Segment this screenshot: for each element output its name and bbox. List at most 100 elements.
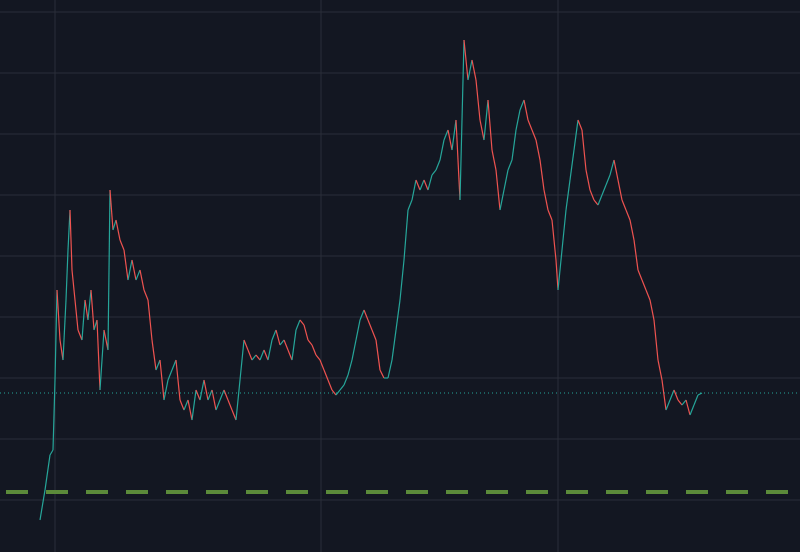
price-segment xyxy=(115,219,121,241)
price-segment xyxy=(59,339,64,361)
price-segment xyxy=(219,389,225,401)
price-segment xyxy=(419,179,425,191)
price-segment xyxy=(519,99,525,111)
price-segment xyxy=(71,269,76,301)
price-segment xyxy=(367,319,373,331)
price-segment xyxy=(495,169,501,211)
price-segment xyxy=(183,399,189,411)
price-segment xyxy=(411,179,417,201)
price-segment xyxy=(315,354,321,361)
price-segment xyxy=(605,174,611,186)
price-segment xyxy=(479,119,485,141)
price-segment xyxy=(653,319,659,361)
price-segment xyxy=(665,399,671,411)
price-segment xyxy=(151,339,157,371)
price-segment xyxy=(171,359,177,371)
price-segment xyxy=(81,299,86,341)
price-segment xyxy=(103,329,109,351)
price-segment xyxy=(395,299,401,331)
price-segment xyxy=(56,289,61,341)
price-segment xyxy=(661,379,667,411)
price-segment xyxy=(451,119,457,151)
price-segment xyxy=(617,179,623,201)
price-segment xyxy=(251,354,257,361)
price-segment xyxy=(187,399,193,421)
price-segment xyxy=(179,399,185,411)
price-segment xyxy=(299,319,305,326)
price-segment xyxy=(203,379,209,401)
price-segment xyxy=(391,329,397,361)
price-segment xyxy=(685,399,691,416)
price-segment xyxy=(613,159,619,181)
price-segment xyxy=(491,149,497,171)
price-segment xyxy=(447,129,453,151)
price-segment xyxy=(483,99,489,141)
price-segment xyxy=(74,299,79,331)
price-segment xyxy=(427,174,433,191)
price-segment xyxy=(515,109,521,131)
price-segment xyxy=(535,139,541,161)
price-segment xyxy=(573,119,579,151)
price-segment xyxy=(435,159,441,171)
price-segment xyxy=(90,289,95,331)
price-segment xyxy=(231,409,237,421)
price-segment xyxy=(471,59,477,81)
price-segment xyxy=(303,324,309,341)
price-segment xyxy=(119,239,125,251)
price-segment xyxy=(673,389,679,401)
price-segment xyxy=(112,219,117,231)
price-segment xyxy=(235,379,241,421)
price-segment xyxy=(239,339,245,381)
price-segment xyxy=(557,249,563,291)
price-segment xyxy=(387,359,393,379)
price-segment xyxy=(65,249,69,301)
price-segment xyxy=(135,269,141,281)
price-segment xyxy=(96,319,101,391)
price-segment xyxy=(423,179,429,191)
price-segment xyxy=(601,184,607,196)
price-segment xyxy=(139,269,145,291)
price-segment xyxy=(547,209,553,221)
price-segment xyxy=(597,194,603,206)
price-segment xyxy=(195,389,201,401)
price-segment xyxy=(109,189,114,231)
price-segment xyxy=(633,239,639,271)
price-segment xyxy=(459,39,465,201)
price-segment xyxy=(263,349,269,361)
price-segment xyxy=(487,99,493,151)
price-segment xyxy=(431,169,437,176)
price-segment xyxy=(87,289,92,321)
price-segment xyxy=(539,159,545,191)
price-segment xyxy=(127,259,133,281)
price-segment xyxy=(581,129,587,171)
price-segment xyxy=(467,59,473,81)
price-segment xyxy=(569,149,575,181)
price-segment xyxy=(407,199,413,211)
price-segment xyxy=(375,339,381,371)
price-segment xyxy=(44,454,51,491)
price-segment xyxy=(319,359,325,371)
price-segment xyxy=(283,339,289,351)
price-segment xyxy=(371,329,377,341)
price-segment xyxy=(62,299,67,361)
price-segment xyxy=(167,369,173,381)
price-segment xyxy=(159,359,165,401)
price-segment xyxy=(565,179,571,211)
price-segment xyxy=(331,389,337,396)
price-segment xyxy=(275,329,281,346)
price-segment xyxy=(69,209,73,271)
price-segment xyxy=(629,219,635,241)
price-segment xyxy=(343,374,349,386)
price-segment xyxy=(589,189,595,201)
price-segment xyxy=(527,119,533,131)
price-segment xyxy=(693,394,699,406)
price-segment xyxy=(327,379,333,391)
price-segment xyxy=(593,199,599,206)
price-segment xyxy=(287,349,293,361)
price-segment xyxy=(215,399,221,411)
price-segment xyxy=(39,489,46,521)
price-segment xyxy=(621,199,627,211)
price-segment xyxy=(561,209,567,251)
price-segment xyxy=(543,189,549,211)
